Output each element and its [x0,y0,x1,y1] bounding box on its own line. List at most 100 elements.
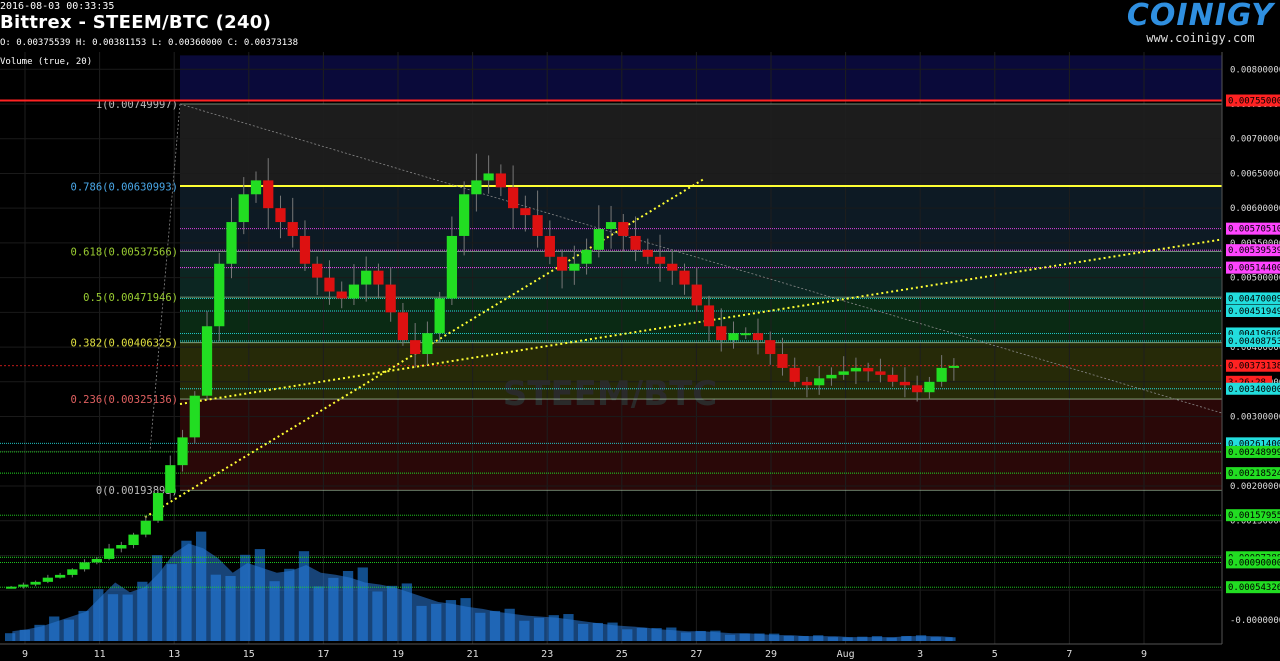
x-tick-label: 9 [1141,649,1147,660]
x-tick-label: 3 [917,649,923,660]
price-tag-label: 0.00514400 [1228,264,1280,274]
x-tick-label: 23 [541,649,553,660]
candle-body [654,256,666,264]
price-tag: 0.00218524 [1226,467,1280,480]
x-tick-label: 15 [243,649,255,660]
candle-body [875,371,886,375]
candle-body [226,222,237,264]
price-tag-bg [1226,292,1280,305]
candle-body [838,371,849,375]
price-tag-bg [1226,335,1280,348]
coinigy-logo[interactable]: COINIGY www.coinigy.com [1127,0,1274,44]
candle-body [716,326,727,341]
candle-body [569,263,580,271]
x-tick-label: 11 [94,649,106,660]
candle-body [471,180,482,195]
price-tag-bg [1226,359,1280,372]
candle-body [116,545,127,549]
fib-label-4: 0.382(0.00406325) [71,338,178,350]
candle-body [361,270,372,285]
candle-body [18,584,29,587]
downtrend-line [179,103,1223,414]
price-tag-label: 0.00470009 [1228,294,1280,304]
candle-body [238,194,249,223]
fib-zone-6 [180,399,1222,491]
candle-body [740,333,751,336]
candle-body [642,249,653,257]
fib-label-3: 0.5(0.00471946) [83,292,178,304]
price-tag: 0.00570510 [1226,222,1280,235]
chart-title: Bittrex - STEEM/BTC (240) [0,12,272,33]
candle-body [275,208,286,223]
price-tag: 0.00755000 [1226,94,1280,107]
x-tick-label: 9 [22,649,28,660]
candle-body [459,194,470,236]
price-tag-label: 0.00248999 [1228,448,1280,458]
fib-zone-0 [180,55,1222,101]
price-tag-label: 0.00340000 [1228,385,1280,395]
candle-body [6,586,17,589]
fib-label-5: 0.236(0.00325136) [71,394,178,406]
candle-body [67,569,78,575]
price-tag-label: 0.00261400 [1228,439,1280,449]
candle-body [152,492,164,521]
candle-body [263,180,274,209]
candle-body [630,235,641,250]
candle-body [140,520,151,535]
candle-body [103,548,115,559]
logo-url: www.coinigy.com [1146,31,1255,45]
price-tag: 0.00539539 [1226,244,1280,257]
candle-body [544,235,555,257]
fib-label-0: 1(0.00749997) [96,99,178,111]
y-tick-label: -0.00000000 [1230,616,1280,626]
candle-body [348,284,360,299]
candle-body [189,395,200,438]
candle-body [422,333,433,355]
candle-body [605,222,617,230]
x-tick-label: 21 [467,649,479,660]
candle-body [91,558,102,563]
volume-ma-area [12,543,953,641]
volume-indicator-label[interactable]: Volume (true, 20) [0,57,93,67]
candle-body [434,298,445,334]
candle-body [789,367,800,382]
y-tick-label: 0.00500000 [1230,274,1280,284]
candle-body [483,173,494,181]
candle-body [30,581,41,585]
price-tag-label: 0.00090000 [1228,558,1280,568]
x-tick-label: 29 [765,649,777,660]
price-tag-bg [1226,467,1280,480]
price-tag: 0.00451949 [1226,305,1280,318]
candle-body [201,326,213,396]
candle-body [54,574,66,578]
y-tick-label: 0.00300000 [1230,413,1280,423]
time-axis [0,644,1280,661]
logo-brand: COINIGY [1126,0,1274,33]
price-tag-bg [1226,382,1280,395]
y-tick-label: 0.00400000 [1230,343,1280,353]
candle-body [250,180,262,195]
candle-body [593,229,604,250]
candle-body [128,534,139,546]
candle-body [912,385,923,393]
price-tag-label: 0.00570510 [1228,225,1280,235]
price-tag-label: 0.00539539 [1228,246,1280,256]
x-tick-label: 27 [690,649,702,660]
candle-body [397,312,409,341]
candle-body [336,291,347,299]
y-tick-label: 0.00600000 [1230,204,1280,214]
candle-body [826,374,837,379]
y-tick-label: 0.00700000 [1230,135,1280,145]
y-tick-label: 0.00650000 [1230,169,1280,179]
fib-zone-1 [180,103,1222,187]
price-tag-bg [1226,581,1280,594]
price-tag-bg [1226,222,1280,235]
fib-label-2: 0.618(0.00537566) [71,247,178,259]
price-tag-bg [1226,94,1280,107]
price-tag: 0.00054326 [1226,581,1280,594]
price-tag-label: 0.00451949 [1228,307,1280,317]
price-tag: 0.00373138 [1226,359,1280,372]
candle-body [728,333,739,341]
candle-body [446,235,458,299]
